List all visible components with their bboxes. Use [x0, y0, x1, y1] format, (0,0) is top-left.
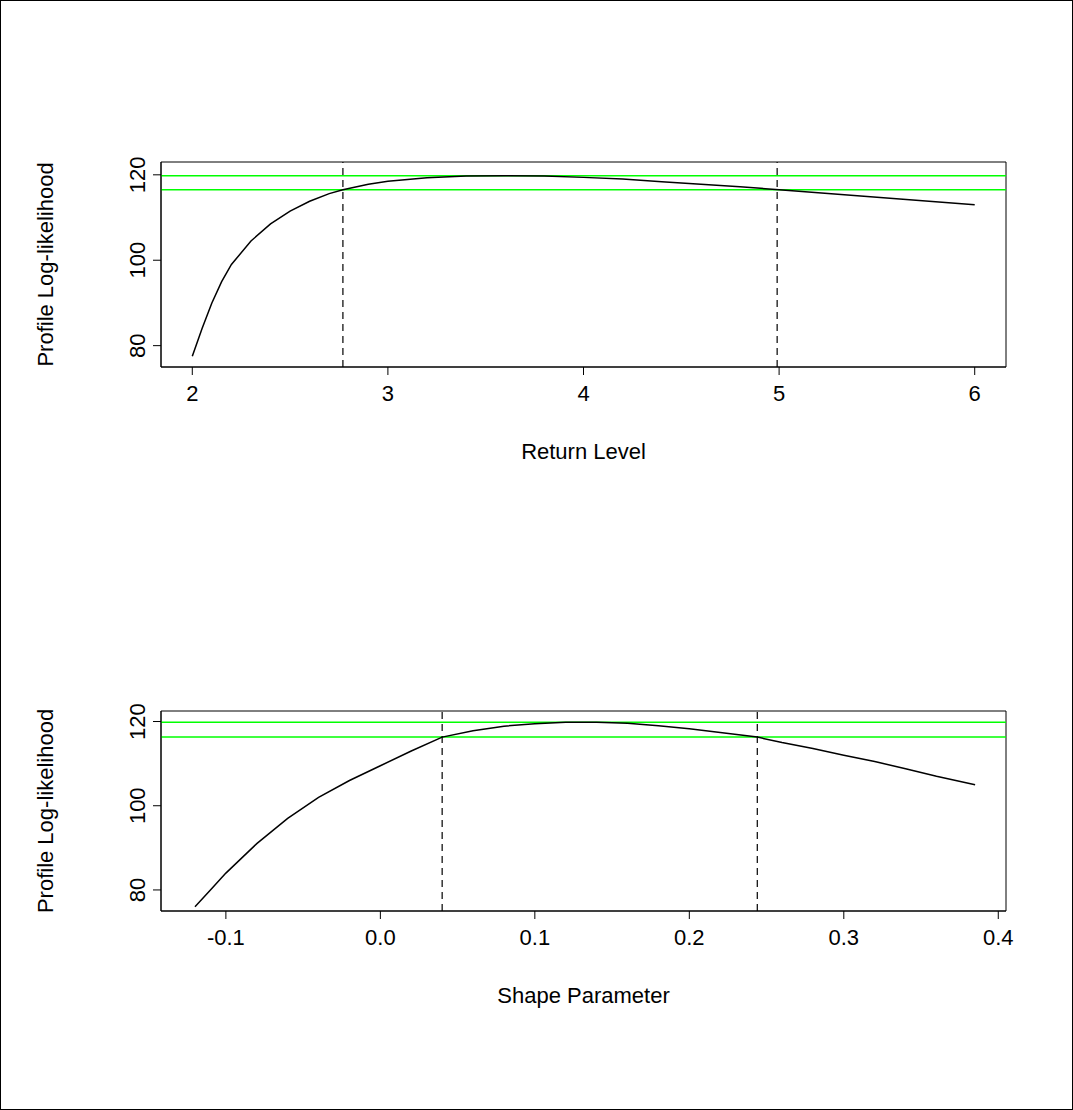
svg-text:0.3: 0.3 — [829, 925, 860, 950]
svg-text:5: 5 — [773, 381, 785, 406]
svg-text:-0.1: -0.1 — [207, 925, 245, 950]
svg-text:6: 6 — [969, 381, 981, 406]
svg-text:Profile Log-likelihood: Profile Log-likelihood — [33, 162, 58, 366]
svg-text:0.2: 0.2 — [674, 925, 705, 950]
svg-text:80: 80 — [125, 878, 150, 902]
svg-text:0.4: 0.4 — [983, 925, 1014, 950]
svg-text:2: 2 — [186, 381, 198, 406]
svg-text:80: 80 — [125, 333, 150, 357]
svg-text:100: 100 — [125, 242, 150, 279]
svg-text:0.1: 0.1 — [520, 925, 551, 950]
svg-text:100: 100 — [125, 787, 150, 824]
svg-text:120: 120 — [125, 156, 150, 193]
svg-text:3: 3 — [382, 381, 394, 406]
svg-text:Return Level: Return Level — [521, 439, 646, 464]
svg-text:Shape Parameter: Shape Parameter — [497, 983, 669, 1008]
svg-text:4: 4 — [577, 381, 589, 406]
svg-text:120: 120 — [125, 703, 150, 740]
svg-text:0.0: 0.0 — [365, 925, 396, 950]
svg-text:Profile Log-likelihood: Profile Log-likelihood — [33, 709, 58, 913]
